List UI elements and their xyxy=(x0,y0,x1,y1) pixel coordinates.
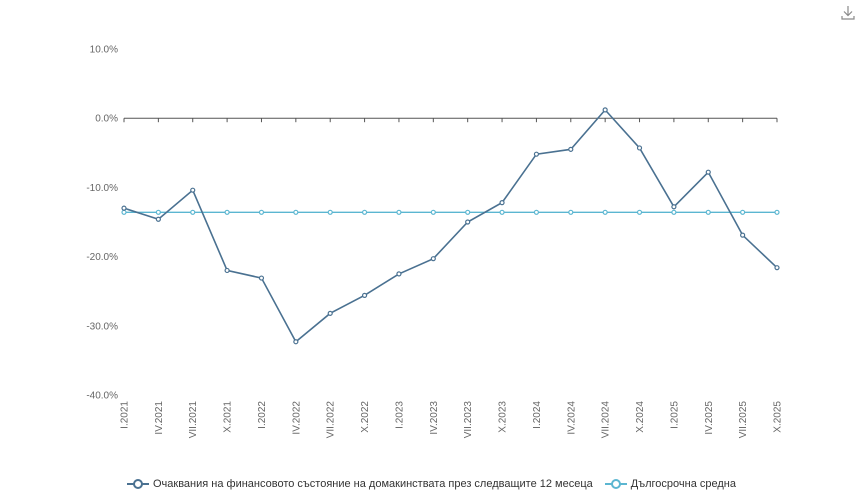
x-tick-label: I.2024 xyxy=(532,401,543,429)
data-point[interactable] xyxy=(190,187,196,193)
data-point[interactable] xyxy=(740,232,746,238)
x-tick-label: VII.2024 xyxy=(601,401,612,439)
data-point[interactable] xyxy=(465,209,471,215)
series-0 xyxy=(121,107,780,345)
data-point[interactable] xyxy=(258,275,265,281)
legend-item-series-0[interactable]: Очаквания на финансовото състояние на до… xyxy=(126,478,593,490)
y-tick-label: -30.0% xyxy=(86,321,118,332)
x-tick-label: I.2023 xyxy=(394,401,405,429)
data-point[interactable] xyxy=(705,169,711,175)
x-tick-label: VII.2023 xyxy=(463,401,474,439)
data-point[interactable] xyxy=(258,209,265,215)
data-point[interactable] xyxy=(293,209,299,215)
data-point[interactable] xyxy=(533,209,540,215)
data-point[interactable] xyxy=(568,209,574,215)
data-point[interactable] xyxy=(705,209,711,215)
data-point[interactable] xyxy=(361,209,368,215)
legend-label-series-0: Очаквания на финансовото състояние на до… xyxy=(152,478,593,490)
y-tick-label: -20.0% xyxy=(86,252,118,263)
x-axis: I.2021 IV.2021 VII.2021 X.2021 I.2022 IV.2022… xyxy=(120,117,784,439)
legend-label-series-1: Дългосрочна средна xyxy=(630,478,736,490)
y-axis: 10.0% 0.0% -10.0% -20.0% -30.0% -40.0% xyxy=(86,45,118,402)
data-point[interactable] xyxy=(224,267,230,274)
x-tick-label: X.2022 xyxy=(360,401,371,433)
y-tick-label: -10.0% xyxy=(86,183,118,194)
data-point[interactable] xyxy=(396,271,402,277)
data-point[interactable] xyxy=(190,209,196,215)
download-button[interactable] xyxy=(839,4,857,22)
legend-marker-series-1 xyxy=(604,479,627,489)
data-point[interactable] xyxy=(121,209,127,215)
data-point[interactable] xyxy=(671,209,677,215)
data-point[interactable] xyxy=(465,219,471,225)
data-point[interactable] xyxy=(396,209,402,215)
legend-item-series-1[interactable]: Дългосрочна средна xyxy=(604,478,736,490)
x-tick-label: X.2021 xyxy=(223,401,234,433)
data-point[interactable] xyxy=(568,146,574,152)
legend: Очаквания на финансовото състояние на до… xyxy=(0,478,863,490)
data-point[interactable] xyxy=(155,209,161,215)
data-point[interactable] xyxy=(224,209,230,215)
download-icon xyxy=(841,6,855,20)
x-tick-label: IV.2022 xyxy=(291,401,302,435)
data-point[interactable] xyxy=(499,209,505,215)
data-point[interactable] xyxy=(774,265,780,271)
data-point[interactable] xyxy=(293,339,299,345)
x-tick-label: VII.2022 xyxy=(326,401,337,439)
x-tick-label: I.2022 xyxy=(257,401,268,429)
data-point[interactable] xyxy=(533,151,540,157)
data-point[interactable] xyxy=(636,145,643,151)
data-point[interactable] xyxy=(121,205,127,211)
x-tick-label: X.2024 xyxy=(635,401,646,433)
legend-marker-series-0 xyxy=(126,479,149,489)
data-point[interactable] xyxy=(671,204,677,210)
data-point[interactable] xyxy=(774,209,780,215)
y-tick-label: 0.0% xyxy=(95,114,118,125)
data-point[interactable] xyxy=(327,209,333,215)
series-1 xyxy=(121,209,780,215)
data-point[interactable] xyxy=(430,256,436,262)
data-point[interactable] xyxy=(430,209,436,215)
x-tick-label: I.2025 xyxy=(669,401,680,429)
x-tick-label: IV.2025 xyxy=(704,401,715,435)
x-tick-label: I.2021 xyxy=(120,401,131,429)
x-tick-label: X.2023 xyxy=(498,401,509,433)
data-point[interactable] xyxy=(602,107,608,113)
data-point[interactable] xyxy=(740,209,746,215)
y-tick-label: -40.0% xyxy=(86,391,118,402)
x-tick-label: X.2025 xyxy=(773,401,784,433)
x-tick-label: IV.2023 xyxy=(429,401,440,435)
data-point[interactable] xyxy=(361,292,368,298)
x-tick-label: VII.2025 xyxy=(738,401,749,439)
x-tick-label: IV.2024 xyxy=(566,401,577,435)
data-point[interactable] xyxy=(602,209,608,215)
data-point[interactable] xyxy=(636,209,643,215)
series-layer xyxy=(121,107,780,345)
series-line-0 xyxy=(123,108,778,343)
x-tick-label: IV.2021 xyxy=(154,401,165,435)
data-point[interactable] xyxy=(327,310,333,316)
y-tick-label: 10.0% xyxy=(90,45,118,56)
data-point[interactable] xyxy=(499,200,505,206)
x-tick-label: VII.2021 xyxy=(188,401,199,439)
data-point[interactable] xyxy=(155,216,161,222)
